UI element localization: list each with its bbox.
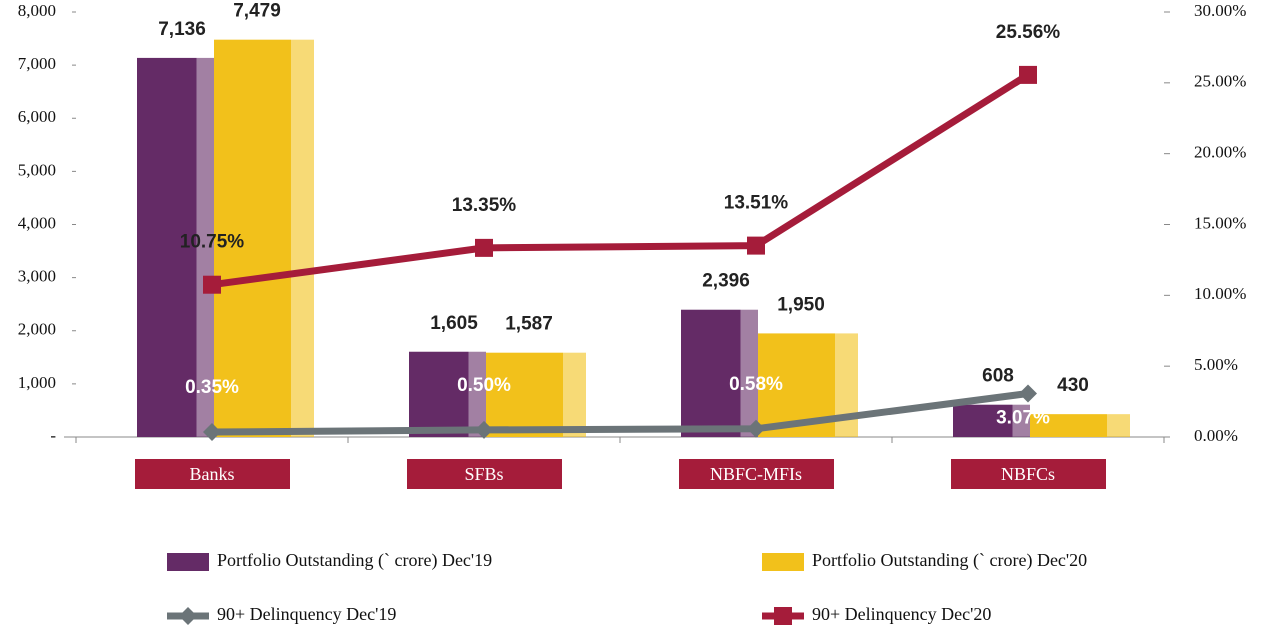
y2-tick-label: 0.00% <box>1194 426 1238 445</box>
y2-tick-label: 15.00% <box>1194 213 1246 232</box>
line-label: 0.50% <box>457 375 511 396</box>
bar-label: 1,950 <box>777 294 825 315</box>
bar-label: 608 <box>982 366 1014 387</box>
line-marker <box>475 238 493 257</box>
legend-swatch <box>762 553 804 571</box>
line-label: 0.58% <box>729 374 783 395</box>
y2-tick-label: 5.00% <box>1194 355 1238 374</box>
line-marker <box>747 236 765 255</box>
line-label: 25.56% <box>996 22 1061 43</box>
legend-label: Portfolio Outstanding (` crore) Dec'19 <box>217 550 492 571</box>
line-marker <box>203 275 221 294</box>
bar <box>214 39 314 437</box>
y-tick-label: 2,000 <box>18 320 56 339</box>
line-label: 13.35% <box>452 195 517 216</box>
line-marker <box>747 419 765 438</box>
category-box <box>135 459 290 489</box>
bar-label: 7,136 <box>158 19 206 40</box>
bar <box>1030 414 1130 437</box>
bar-label: 7,479 <box>233 1 281 22</box>
line <box>211 71 1030 289</box>
line-label: 13.51% <box>724 193 789 214</box>
y-tick-label: 7,000 <box>18 54 56 73</box>
category-box <box>407 459 562 489</box>
x-tick-label: NBFC-MFIs <box>710 464 802 484</box>
category-box <box>951 459 1106 489</box>
line-marker <box>1019 65 1037 84</box>
y-tick-label: 3,000 <box>18 267 56 286</box>
y2-tick-label: 10.00% <box>1194 284 1246 303</box>
y2-tick-label: 30.00% <box>1194 1 1246 20</box>
legend-label: 90+ Delinquency Dec'20 <box>812 604 991 624</box>
category-box <box>679 459 834 489</box>
y2-tick-label: 25.00% <box>1194 72 1246 91</box>
line-label: 10.75% <box>180 232 245 253</box>
legend-marker <box>179 607 197 625</box>
x-tick-label: NBFCs <box>1001 464 1055 484</box>
bar <box>953 404 1030 437</box>
line <box>211 390 1029 436</box>
bar-label: 1,605 <box>430 313 478 334</box>
line-marker <box>475 420 493 439</box>
line-marker <box>203 423 221 442</box>
bar-label: 1,587 <box>505 314 553 335</box>
bar <box>409 351 486 437</box>
x-tick-label: SFBs <box>464 464 503 484</box>
bar <box>486 352 586 437</box>
y-tick-label: - <box>50 426 56 445</box>
legend-marker <box>774 607 792 625</box>
x-tick-label: Banks <box>190 464 235 484</box>
line-label: 0.35% <box>185 377 239 398</box>
y-tick-label: 5,000 <box>18 160 56 179</box>
y-tick-label: 6,000 <box>18 107 56 126</box>
legend-label: Portfolio Outstanding (` crore) Dec'20 <box>812 550 1087 571</box>
line-marker <box>1019 384 1037 403</box>
bar-label: 2,396 <box>702 271 750 292</box>
bar-label: 430 <box>1057 375 1089 396</box>
y2-tick-label: 20.00% <box>1194 143 1246 162</box>
bar <box>137 57 214 438</box>
legend-swatch <box>167 553 209 571</box>
y-tick-label: 1,000 <box>18 373 56 392</box>
legend-label: 90+ Delinquency Dec'19 <box>217 604 396 624</box>
bar <box>681 309 758 437</box>
y-tick-label: 8,000 <box>18 1 56 20</box>
line-label: 3.07% <box>996 408 1050 429</box>
y-tick-label: 4,000 <box>18 213 56 232</box>
